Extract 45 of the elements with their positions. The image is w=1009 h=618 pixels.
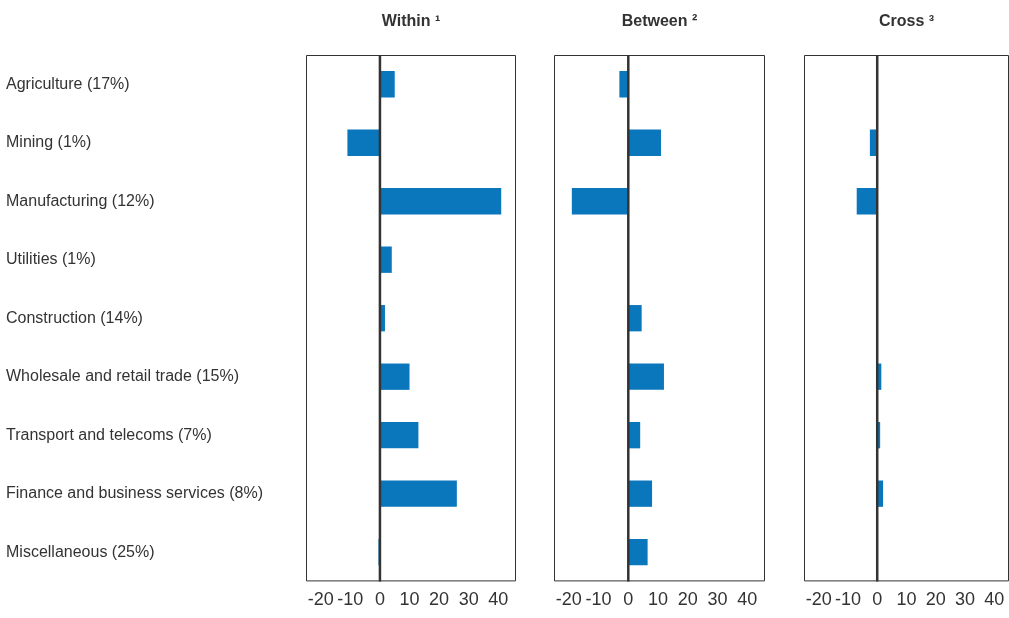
bar	[379, 363, 410, 390]
y-tick-label: Utilities (1%)	[6, 250, 96, 268]
bar	[379, 71, 395, 98]
x-tick-label: 0	[623, 589, 634, 610]
y-tick-label: Transport and telecoms (7%)	[6, 425, 212, 443]
bar	[856, 188, 878, 215]
x-tick-label: 20	[925, 589, 946, 610]
y-tick-label: Construction (14%)	[6, 308, 143, 326]
chart-title: Within ¹	[381, 12, 441, 30]
x-tick-label: 30	[707, 589, 728, 610]
bar	[379, 422, 419, 449]
y-tick-label: Manufacturing (12%)	[6, 191, 155, 209]
y-tick-label: Agriculture (17%)	[6, 74, 130, 92]
x-tick-label: -20	[307, 589, 334, 610]
x-tick-label: 20	[429, 589, 450, 610]
bar	[379, 246, 392, 273]
y-tick-label: Wholesale and retail trade (15%)	[6, 367, 240, 385]
bar	[571, 188, 629, 215]
x-tick-label: -10	[834, 589, 861, 610]
bar	[347, 129, 380, 156]
bar	[379, 480, 457, 507]
x-tick-label: -20	[555, 589, 582, 610]
chart-title: Cross ³	[878, 12, 935, 30]
x-tick-label: 40	[984, 589, 1005, 610]
bar	[628, 480, 653, 507]
x-tick-label: 40	[488, 589, 509, 610]
x-tick-label: 30	[458, 589, 479, 610]
y-tick-label: Finance and business services (8%)	[6, 484, 264, 502]
bar	[628, 129, 661, 156]
x-tick-label: -10	[337, 589, 364, 610]
x-tick-label: 30	[955, 589, 976, 610]
chart-title: Between ²	[621, 12, 698, 30]
x-tick-label: 20	[677, 589, 698, 610]
x-tick-label: 10	[896, 589, 917, 610]
y-tick-label: Miscellaneous (25%)	[6, 542, 155, 560]
x-tick-label: 0	[872, 589, 883, 610]
x-tick-label: -20	[805, 589, 832, 610]
bar	[379, 188, 502, 215]
x-tick-label: 0	[374, 589, 385, 610]
x-tick-label: 40	[737, 589, 758, 610]
x-tick-label: 10	[648, 589, 669, 610]
y-tick-label: Mining (1%)	[6, 133, 92, 151]
x-tick-label: -10	[585, 589, 612, 610]
bar	[628, 363, 664, 390]
x-tick-label: 10	[399, 589, 420, 610]
